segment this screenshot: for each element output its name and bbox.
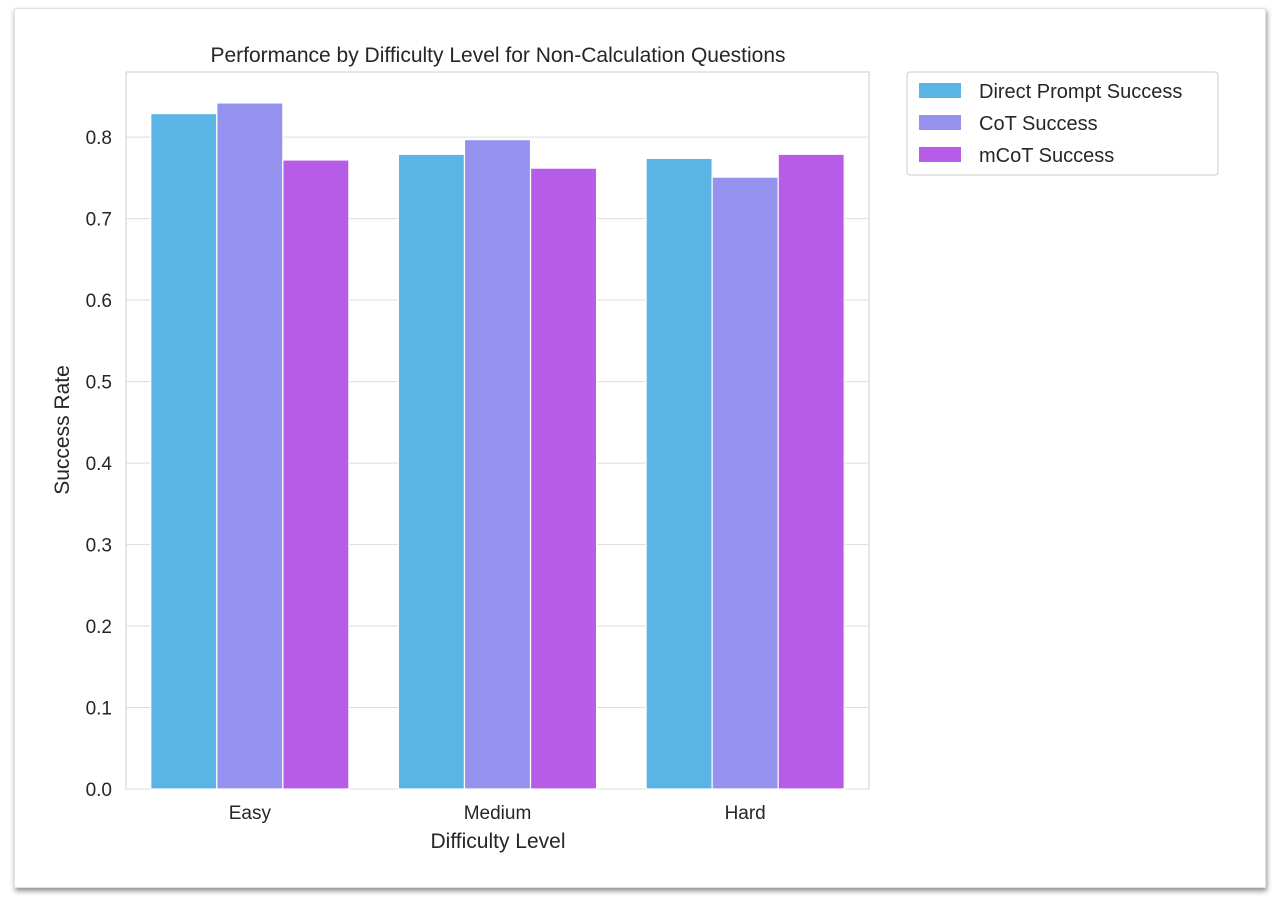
y-tick-label: 0.3 [86,536,112,557]
y-tick-label: 0.0 [86,780,112,801]
y-tick-label: 0.2 [86,617,112,638]
bar-medium-series-0 [397,153,466,790]
legend: Direct Prompt Success CoT Success mCoT Suc… [906,71,1219,176]
y-axis-title: Success Rate [51,365,74,495]
chart-title: Performance by Difficulty Level for Non-… [210,44,785,67]
bars [150,102,845,790]
legend-swatch [919,147,961,162]
legend-label: CoT Success [979,113,1098,135]
x-tick-label: Easy [229,803,272,824]
legend-label: Direct Prompt Success [979,81,1182,103]
bar-easy-series-2 [282,159,350,790]
y-tick-label: 0.4 [86,454,113,475]
legend-swatch [919,115,961,130]
y-tick-label: 0.5 [86,373,112,394]
x-tick-label: Medium [464,803,532,824]
y-axis-ticks: 0.0 0.1 0.2 0.3 0.4 0.5 0.6 0.7 0.8 [86,128,113,801]
x-axis-title: Difficulty Level [430,830,565,853]
bar-medium-series-2 [529,167,598,790]
x-axis-ticks: Easy Medium Hard [229,803,766,824]
bar-hard-series-2 [777,153,845,790]
bar-hard-series-0 [645,157,713,790]
legend-label: mCoT Success [979,145,1114,167]
bar-medium-series-1 [463,139,532,790]
bar-easy-series-1 [216,102,284,790]
y-tick-label: 0.6 [86,291,112,312]
bar-easy-series-0 [150,112,218,790]
y-tick-label: 0.1 [86,699,112,720]
y-tick-label: 0.7 [86,210,112,231]
x-tick-label: Hard [725,803,766,824]
legend-box [906,71,1219,176]
legend-swatch [919,83,961,98]
y-tick-label: 0.8 [86,128,112,149]
bar-hard-series-1 [711,176,779,790]
